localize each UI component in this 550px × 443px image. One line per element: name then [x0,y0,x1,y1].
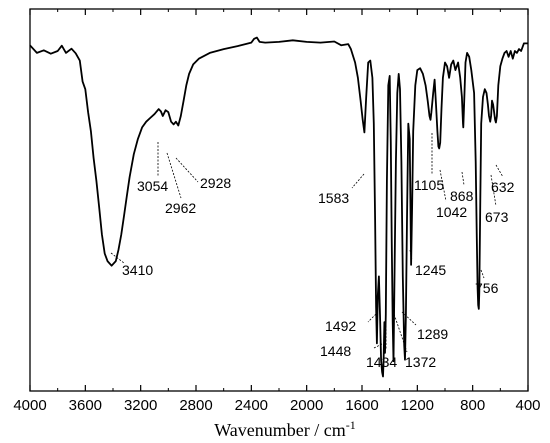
peak-leader-line [351,173,365,189]
peak-leader-line [367,313,377,323]
peak-label: 673 [485,209,509,225]
peak-leader-line [110,252,125,264]
peak-leader-line [409,249,413,261]
peak-label: 3410 [122,262,153,278]
peak-leader-line [461,171,465,186]
peak-leader-line [480,269,485,279]
peak-label: 2962 [165,200,196,216]
peak-label: 1105 [414,177,444,193]
peak-label: 1492 [325,318,356,334]
peak-leader-line [392,310,408,353]
spectrum-line [29,36,528,378]
peak-label: 756 [475,280,499,296]
peak-leader-line [439,169,447,202]
x-tick-label: 800 [460,397,485,414]
peak-label: 1372 [405,354,436,370]
peak-leader-line [373,343,383,349]
x-tick-label: 2800 [179,397,212,414]
x-tick-label: 3600 [69,397,102,414]
x-tick-label: 1200 [401,397,434,414]
peak-label: 3054 [137,178,168,194]
x-tick-label: 4000 [13,397,46,414]
peak-label: 1448 [320,343,351,359]
peak-leader-line [166,152,182,199]
x-tick-label: 2400 [235,397,268,414]
peak-leader-line [401,311,417,326]
peak-label: 1042 [436,204,467,220]
x-tick-label: 2000 [290,397,323,414]
x-tick-label: 400 [515,397,540,414]
x-tick-label: 3200 [124,397,157,414]
peak-label: 868 [450,188,474,204]
x-axis-title: Wavenumber / cm-1 [214,418,356,440]
x-axis-ticks: 4000 3600 3200 2800 2400 2000 1600 1200 800 400 [13,9,541,414]
x-tick-label: 1600 [345,397,378,414]
peak-label: 1434 [366,354,397,370]
peak-label: 1289 [417,326,448,342]
peak-leader-line [495,164,504,178]
x-axis-title-superscript: -1 [346,418,356,432]
peak-leader-line [175,157,199,183]
peak-label: 1245 [415,262,446,278]
peak-label: 1583 [318,190,349,206]
peak-label: 2928 [200,175,231,191]
peak-label: 632 [491,179,515,195]
peak-leader-line [490,174,497,207]
